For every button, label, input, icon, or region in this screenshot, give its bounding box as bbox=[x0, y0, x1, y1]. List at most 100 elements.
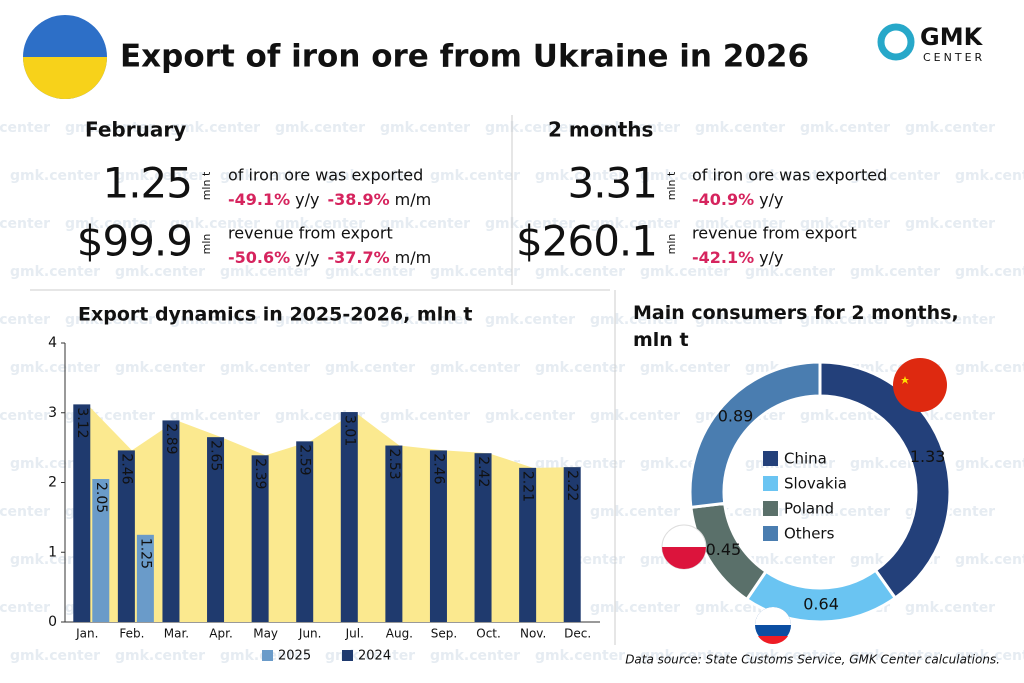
bar bbox=[519, 467, 537, 622]
watermark: gmk.center bbox=[590, 120, 680, 136]
watermark: gmk.center bbox=[220, 360, 310, 376]
watermark: gmk.center bbox=[485, 312, 575, 328]
donut-segment bbox=[688, 360, 822, 510]
watermark: gmk.center bbox=[115, 648, 205, 664]
flag bbox=[758, 636, 788, 645]
watermark: gmk.center bbox=[905, 312, 995, 328]
y-tick-label: 3 bbox=[48, 405, 57, 421]
watermark: gmk.center bbox=[800, 408, 890, 424]
watermark: gmk.center bbox=[955, 168, 1024, 184]
section-title: February bbox=[85, 118, 186, 142]
watermark: gmk.center bbox=[590, 504, 680, 520]
watermark: gmk.center bbox=[65, 216, 155, 232]
watermark: gmk.center bbox=[485, 408, 575, 424]
watermark: gmk.center bbox=[65, 120, 155, 136]
change-period: y/y bbox=[295, 248, 319, 267]
value-label: 2.39 bbox=[252, 458, 268, 489]
watermark: gmk.center bbox=[65, 312, 155, 328]
watermark: gmk.center bbox=[430, 168, 520, 184]
watermark: gmk.center bbox=[115, 360, 205, 376]
watermark: gmk.center bbox=[800, 216, 890, 232]
legend-label: Others bbox=[784, 525, 835, 543]
x-tick-label: Jul. bbox=[345, 627, 364, 641]
change-value: -42.1% bbox=[692, 248, 754, 267]
watermark: gmk.center bbox=[170, 120, 260, 136]
change-period: y/y bbox=[759, 190, 783, 209]
stat-unit: mln t bbox=[665, 171, 678, 200]
watermark: gmk.center bbox=[325, 264, 415, 280]
x-tick-label: Aug. bbox=[386, 627, 413, 641]
x-tick-label: Jun. bbox=[298, 627, 322, 641]
x-tick-label: Apr. bbox=[209, 627, 232, 641]
watermark: gmk.center bbox=[800, 312, 890, 328]
watermark: gmk.center bbox=[115, 168, 205, 184]
value-label: 0.64 bbox=[803, 594, 839, 613]
value-label: 2.59 bbox=[297, 444, 313, 475]
change-value: -49.1% bbox=[228, 190, 290, 209]
value-label: 2.89 bbox=[163, 423, 179, 454]
legend-label: Poland bbox=[784, 500, 834, 518]
watermark: gmk.center bbox=[115, 264, 205, 280]
watermark: gmk.center bbox=[10, 648, 100, 664]
value-label: 2.53 bbox=[386, 449, 402, 480]
watermark: gmk.center bbox=[590, 312, 680, 328]
value-label: 3.01 bbox=[341, 415, 357, 446]
watermark: gmk.center bbox=[535, 360, 625, 376]
legend-swatch bbox=[763, 526, 778, 541]
watermark: gmk.center bbox=[430, 648, 520, 664]
stat-value: $260.1 bbox=[516, 217, 657, 266]
value-label: 0.89 bbox=[718, 406, 754, 425]
watermark: gmk.center bbox=[220, 168, 310, 184]
watermark: gmk.center bbox=[955, 456, 1024, 472]
x-tick-label: Oct. bbox=[476, 627, 501, 641]
watermark: gmk.center bbox=[430, 360, 520, 376]
watermark: gmk.center bbox=[640, 168, 730, 184]
watermark: gmk.center bbox=[325, 168, 415, 184]
bar bbox=[117, 450, 135, 622]
value-label: 2.05 bbox=[93, 482, 109, 513]
watermark: gmk.center bbox=[640, 360, 730, 376]
watermark: gmk.center bbox=[955, 264, 1024, 280]
section-title: 2 months bbox=[548, 118, 653, 142]
chart-title: Export dynamics in 2025-2026, mln t bbox=[78, 304, 472, 326]
bar bbox=[162, 420, 180, 622]
watermark: gmk.center bbox=[0, 600, 50, 616]
watermark: gmk.center bbox=[170, 408, 260, 424]
watermark: gmk.center bbox=[275, 312, 365, 328]
stat-text: of iron ore was exported bbox=[228, 166, 423, 185]
y-tick-label: 2 bbox=[48, 475, 57, 491]
watermark: gmk.center bbox=[745, 648, 835, 664]
change-period: m/m bbox=[395, 248, 432, 267]
flag bbox=[893, 358, 947, 412]
stat-unit: mln bbox=[200, 234, 213, 255]
title: Export of iron ore from Ukraine in 2026 bbox=[120, 39, 809, 75]
legend-label: Slovakia bbox=[784, 475, 847, 493]
watermark: gmk.center bbox=[325, 360, 415, 376]
bar bbox=[429, 450, 447, 622]
watermark: gmk.center bbox=[955, 552, 1024, 568]
flag bbox=[755, 607, 791, 625]
bar bbox=[207, 437, 225, 622]
watermark: gmk.center bbox=[800, 504, 890, 520]
stat-text: revenue from export bbox=[228, 224, 393, 243]
flag bbox=[662, 547, 706, 569]
stat-changes: -40.9% y/y bbox=[692, 190, 783, 209]
stat-unit: mln t bbox=[200, 171, 213, 200]
watermark: gmk.center bbox=[640, 648, 730, 664]
value-label: 2.22 bbox=[564, 470, 580, 501]
watermark: gmk.center bbox=[535, 264, 625, 280]
value-label: 0.45 bbox=[706, 540, 742, 559]
watermark: gmk.center bbox=[640, 264, 730, 280]
logo-icon bbox=[877, 23, 915, 61]
watermark: gmk.center bbox=[430, 264, 520, 280]
watermark: gmk.center bbox=[695, 120, 785, 136]
watermark: gmk.center bbox=[695, 312, 785, 328]
y-tick-label: 1 bbox=[48, 544, 57, 560]
watermark: gmk.center bbox=[170, 216, 260, 232]
value-label: 1.33 bbox=[910, 447, 946, 466]
change-period: y/y bbox=[759, 248, 783, 267]
watermark: gmk.center bbox=[380, 312, 470, 328]
watermark: gmk.center bbox=[955, 648, 1024, 664]
legend-label: 2024 bbox=[358, 649, 391, 664]
x-tick-label: Nov. bbox=[520, 627, 546, 641]
